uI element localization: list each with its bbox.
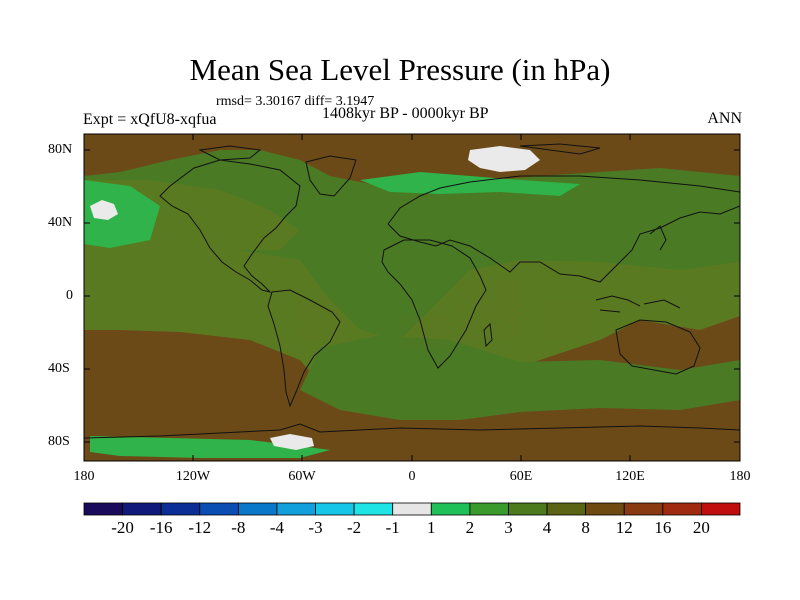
lat-label-40s: 40S [48, 361, 70, 376]
map-field [84, 134, 740, 461]
colorbar-swatch [276, 502, 316, 516]
colorbar-swatch [469, 502, 509, 516]
colorbar-label: 3 [504, 518, 513, 537]
colorbar-label: 2 [465, 518, 475, 537]
hatch-region [300, 300, 340, 340]
colorbar-label: -4 [269, 518, 285, 537]
colorbar-swatch [160, 502, 201, 516]
colorbar-swatch [585, 502, 625, 516]
colorbar-label: 20 [692, 518, 710, 537]
near-zero-region [270, 434, 314, 450]
colorbar [83, 502, 741, 516]
lat-label-40n: 40N [48, 215, 73, 230]
small-anomaly-region [360, 172, 580, 196]
lon-label-60e: 60E [509, 469, 533, 484]
colorbar-label: 4 [542, 518, 552, 537]
colorbar-label: -12 [188, 518, 212, 537]
lon-label-180w: 180 [73, 469, 95, 484]
lon-ticks [83, 134, 741, 461]
experiment-label: Expt = xQfU8-xqfua [83, 111, 217, 128]
near-zero-region [90, 200, 118, 220]
colorbar-label: 16 [654, 518, 672, 537]
hatch-region [400, 315, 450, 350]
colorbar-swatch [122, 502, 162, 516]
near-zero-region [468, 146, 540, 172]
colorbar-label: 8 [581, 518, 590, 537]
colorbar-label: -2 [347, 518, 362, 537]
colorbar-label: 12 [615, 518, 633, 537]
hatch-region [460, 280, 520, 340]
lat-label-80n: 80N [48, 142, 73, 157]
lat-label-0: 0 [66, 288, 73, 303]
colorbar-swatch [315, 502, 355, 516]
colorbar-swatch [237, 502, 278, 516]
small-anomaly-region [90, 436, 330, 458]
colorbar-label: -1 [385, 518, 400, 537]
chart-title: Mean Sea Level Pressure (in hPa) [189, 52, 611, 87]
lat-ticks [84, 149, 740, 443]
colorbar-swatch [623, 502, 664, 516]
moderate-anomaly-region [84, 240, 740, 410]
colorbar-swatch [353, 502, 394, 516]
colorbar-swatch [701, 502, 741, 516]
lon-label-120e: 120E [615, 469, 645, 484]
colorbar-label: 1 [427, 518, 436, 537]
season-label: ANN [707, 110, 742, 127]
colorbar-label: -3 [308, 518, 323, 537]
colorbar-swatch [662, 502, 702, 516]
rmsd-diff-stats: rmsd= 3.30167 diff= 3.1947 [216, 94, 375, 109]
colorbar-swatch [392, 502, 432, 516]
hatch-region [540, 300, 590, 340]
colorbar-swatch [430, 502, 471, 516]
colorbar-swatch [546, 502, 587, 516]
lon-label-120w: 120W [175, 469, 211, 484]
lon-label-60w: 60W [288, 469, 316, 484]
colorbar-swatch [83, 502, 123, 516]
small-anomaly-region [84, 180, 160, 248]
moderate-anomaly-region [300, 335, 740, 420]
period-label: 1408kyr BP - 0000kyr BP [322, 105, 489, 122]
colorbar-swatch [508, 502, 548, 516]
colorbar-label: -8 [231, 518, 246, 537]
lon-label-180e: 180 [729, 469, 751, 484]
colorbar-swatch [199, 502, 239, 516]
lon-label-0: 0 [408, 469, 416, 484]
colorbar-label: -16 [149, 518, 173, 537]
colorbar-label: -20 [111, 518, 134, 537]
coastlines [84, 143, 740, 439]
lat-label-80s: 80S [48, 434, 70, 449]
